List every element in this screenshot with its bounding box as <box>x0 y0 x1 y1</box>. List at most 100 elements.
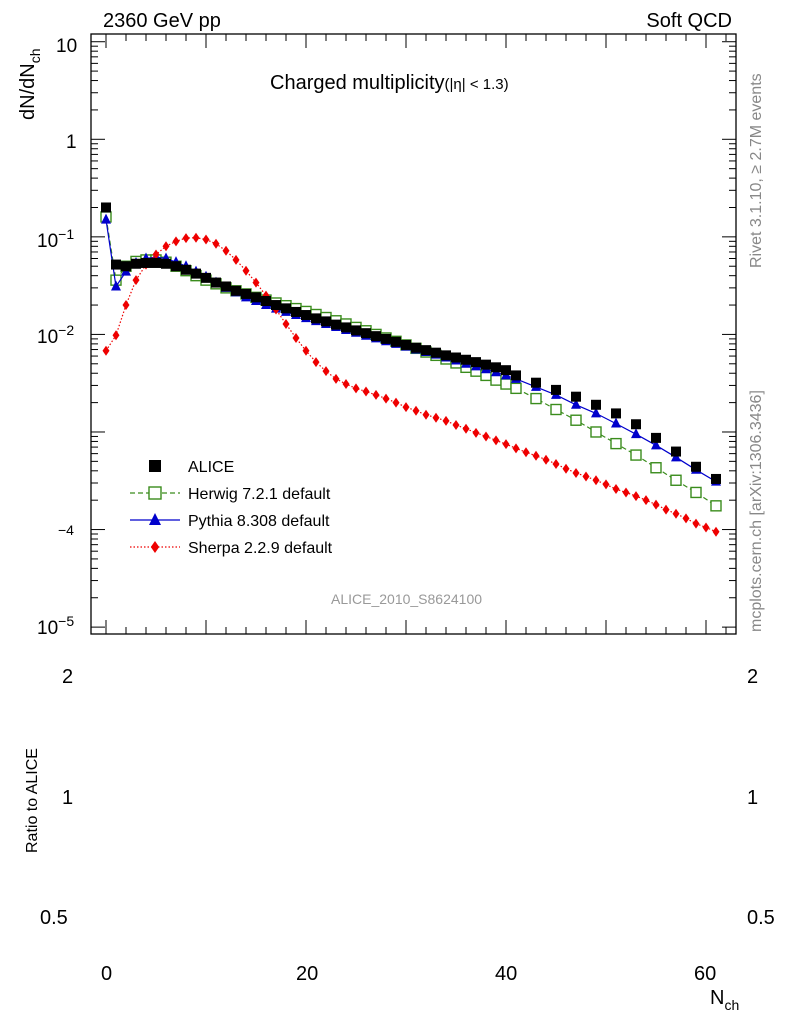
data-point <box>312 357 320 368</box>
data-point <box>141 257 151 268</box>
data-point <box>712 526 720 537</box>
data-point <box>192 232 200 243</box>
data-point <box>461 354 471 365</box>
ratio-tick-1-right: 1 <box>747 787 758 809</box>
data-point <box>282 318 290 329</box>
y-tick-label-1e-4: −4 <box>58 522 74 538</box>
y-tick-label-1e-5: 10−5 <box>37 613 74 639</box>
data-point <box>522 447 530 458</box>
data-point <box>202 234 210 245</box>
data-point <box>321 316 331 327</box>
data-point <box>211 277 221 288</box>
x-axis-label: Nch <box>710 987 739 1013</box>
data-point <box>592 475 600 486</box>
data-point <box>242 265 250 276</box>
data-point <box>402 402 410 413</box>
data-point <box>512 443 520 454</box>
series-square <box>101 202 721 484</box>
data-point <box>421 345 431 356</box>
data-point <box>502 439 510 450</box>
data-point <box>472 427 480 438</box>
legend: ALICE Herwig 7.2.1 default Pythia 8.308 de… <box>130 459 333 557</box>
data-point <box>101 202 111 213</box>
data-point <box>671 446 681 457</box>
ratio-axis-label: Ratio to ALICE <box>24 748 41 853</box>
data-point <box>690 486 702 499</box>
data-point <box>432 412 440 423</box>
data-point <box>451 352 461 363</box>
data-point <box>610 437 622 450</box>
data-point <box>552 458 560 469</box>
series-line <box>105 237 717 533</box>
data-point <box>631 419 641 430</box>
x-tick-label-60: 60 <box>694 963 716 985</box>
data-point <box>401 339 411 350</box>
data-point <box>391 336 401 347</box>
ratio-tick-05-right: 0.5 <box>747 907 775 929</box>
data-point <box>101 213 111 224</box>
data-point <box>551 384 561 395</box>
data-point <box>222 245 230 256</box>
data-point <box>632 491 640 502</box>
data-point <box>651 439 661 450</box>
data-point <box>481 359 491 370</box>
data-point <box>562 463 570 474</box>
data-point <box>172 236 180 247</box>
data-point <box>371 331 381 342</box>
data-point <box>611 408 621 419</box>
data-point <box>510 382 522 395</box>
data-point <box>361 328 371 339</box>
data-point <box>332 373 340 384</box>
data-point <box>301 310 311 321</box>
data-point <box>590 426 602 438</box>
ratio-tick-05-left: 0.5 <box>40 907 68 929</box>
data-point <box>342 379 350 390</box>
analysis-id-watermark: ALICE_2010_S8624100 <box>331 591 482 607</box>
data-point <box>382 393 390 404</box>
data-point <box>149 460 161 472</box>
data-point <box>642 495 650 506</box>
data-point <box>411 342 421 353</box>
data-point <box>471 357 481 368</box>
data-point <box>111 259 121 270</box>
data-point <box>571 398 581 409</box>
data-point <box>351 325 361 336</box>
data-point <box>182 233 190 244</box>
data-point <box>602 479 610 490</box>
series-diamond <box>102 232 720 537</box>
data-point <box>572 467 580 478</box>
legend-label: ALICE <box>188 459 234 476</box>
y-tick-label-1e-2: 10−2 <box>37 322 74 348</box>
data-point <box>322 366 330 377</box>
data-point <box>111 280 121 291</box>
data-point <box>362 386 370 397</box>
data-point <box>291 306 301 317</box>
data-point <box>102 345 110 356</box>
data-point <box>148 486 162 500</box>
data-point <box>302 345 310 356</box>
data-point <box>652 499 660 510</box>
data-point <box>232 254 240 265</box>
data-point <box>492 435 500 446</box>
data-point <box>452 419 460 430</box>
data-point <box>442 415 450 426</box>
data-point <box>381 333 391 344</box>
x-tick-label-40: 40 <box>495 963 517 985</box>
data-point <box>570 414 582 426</box>
data-point <box>650 462 662 474</box>
data-point <box>591 407 601 418</box>
data-point <box>281 303 291 314</box>
y-tick-label-1e-1: 10−1 <box>37 226 74 252</box>
data-point <box>252 277 260 288</box>
data-point <box>311 313 321 324</box>
data-point <box>500 378 512 390</box>
data-point <box>372 389 380 400</box>
data-point <box>710 500 722 512</box>
data-point <box>542 454 550 465</box>
header-right: Soft QCD <box>646 10 732 32</box>
header-left: 2360 GeV pp <box>103 10 221 32</box>
data-point <box>412 405 420 416</box>
ratio-tick-2-right: 2 <box>747 666 758 688</box>
data-point <box>672 508 680 519</box>
data-point <box>212 238 220 249</box>
